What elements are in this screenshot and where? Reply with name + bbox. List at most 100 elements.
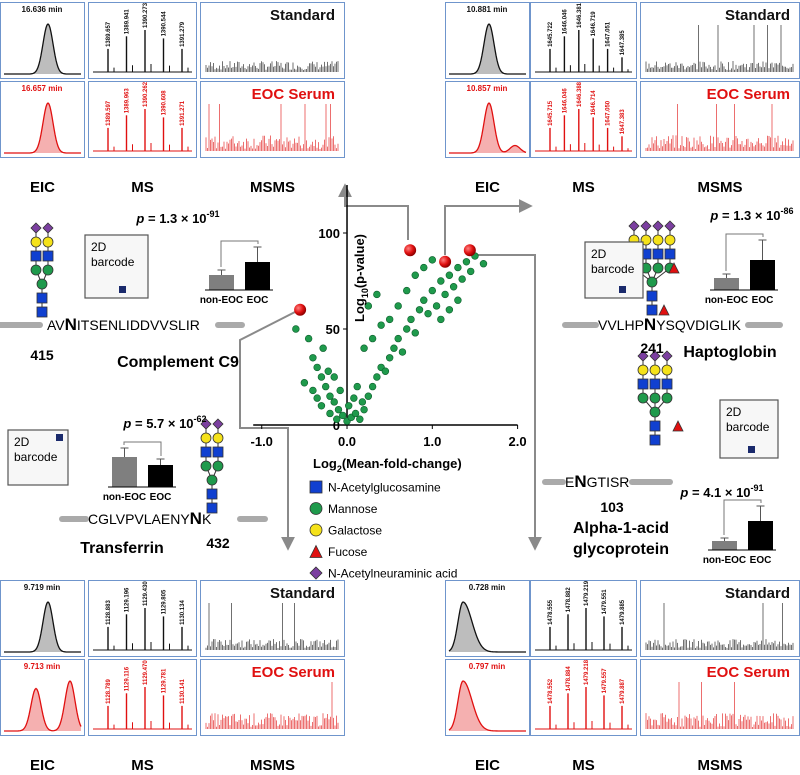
p-exponent: -86 xyxy=(781,206,794,216)
barcode-dot xyxy=(619,286,626,293)
protein-name: Complement C9 xyxy=(117,354,239,371)
glycan-circle xyxy=(637,392,649,404)
glycan-diamond xyxy=(637,350,649,362)
significance-bracket xyxy=(220,240,259,267)
point xyxy=(336,386,344,395)
bar xyxy=(714,278,739,290)
glycan-square xyxy=(652,248,664,260)
significance-bracket xyxy=(725,233,764,271)
glycan-circle xyxy=(212,460,224,472)
point xyxy=(351,409,360,418)
point xyxy=(313,363,321,372)
glycan-square xyxy=(206,488,218,500)
protein-name: Transferrin xyxy=(80,540,164,557)
label-part: 10 xyxy=(360,288,370,298)
point xyxy=(353,382,361,391)
glycan-square xyxy=(36,292,48,304)
arrow xyxy=(239,311,296,551)
point xyxy=(398,348,407,356)
p-symbol: p xyxy=(709,208,718,223)
glycan-diamond xyxy=(212,418,224,430)
glycan-square xyxy=(646,304,658,316)
panel-frame xyxy=(88,81,197,158)
eic-trace xyxy=(4,601,81,653)
panel-frame xyxy=(530,81,637,158)
point xyxy=(420,296,428,304)
point xyxy=(385,354,394,362)
bar xyxy=(748,521,773,550)
point xyxy=(313,394,321,402)
ms-peak-label: 1389.657 xyxy=(106,21,112,47)
point xyxy=(309,354,317,362)
glycan-circle xyxy=(309,502,323,515)
glycan-diamond xyxy=(640,220,652,232)
glycan-square xyxy=(649,434,661,446)
point xyxy=(381,367,390,375)
y-tick-label: 50 xyxy=(326,322,340,337)
point xyxy=(377,321,385,329)
bar-label: EOC xyxy=(752,295,774,306)
glycosite: N xyxy=(644,315,656,334)
p-exponent: -91 xyxy=(751,483,764,493)
point xyxy=(330,398,338,406)
glycosite: N xyxy=(190,509,202,528)
point xyxy=(326,409,334,418)
x-tick-label: 0.0 xyxy=(338,434,356,449)
panel-frame xyxy=(88,2,197,79)
ms-peak-label: 1647.385 xyxy=(620,30,626,56)
glycan xyxy=(30,222,54,318)
glycan-square xyxy=(661,378,673,390)
point xyxy=(345,402,353,410)
glycan-diamond xyxy=(652,220,664,232)
peptide: AVNITSENLIDDVVSLIR xyxy=(47,315,200,334)
glycan-square xyxy=(646,290,658,302)
y-axis-title: Log10(p-value) xyxy=(352,234,370,322)
point xyxy=(304,334,313,343)
p-text: = 5.7 × 10 xyxy=(131,416,193,431)
ms-peak-label: 1646.719 xyxy=(591,11,597,37)
ms-peak-label: 1130.141 xyxy=(180,679,186,704)
glycan-circle xyxy=(649,392,661,404)
p-value: p = 1.3 × 10-91 xyxy=(135,209,219,226)
panel-label: MS xyxy=(131,757,154,774)
ms-peak-label: 1479.219 xyxy=(584,580,590,606)
bar-label: EOC xyxy=(750,555,772,566)
point xyxy=(390,344,398,352)
panel-frame xyxy=(640,580,800,657)
point xyxy=(466,267,475,276)
barcode-label: 2D barcode xyxy=(591,247,635,276)
glycan-diamond xyxy=(664,220,676,232)
point xyxy=(437,315,445,324)
glycan-circle xyxy=(664,234,676,246)
significance-bracket xyxy=(723,499,762,535)
point xyxy=(373,373,381,381)
point xyxy=(334,405,343,414)
panel-frame xyxy=(88,580,197,657)
glycan-circle xyxy=(30,264,42,276)
point xyxy=(385,315,394,324)
point xyxy=(360,344,368,352)
barcode-dot xyxy=(119,286,126,293)
point xyxy=(428,256,437,264)
ms-peak-label: 1129.470 xyxy=(143,660,149,685)
point xyxy=(479,260,488,268)
ms-peak-label: 1128.789 xyxy=(106,679,112,704)
ms-peak-label: 1389.963 xyxy=(125,88,131,114)
highlight-point xyxy=(404,244,417,257)
protein-name: Haptoglobin xyxy=(683,344,776,361)
x-tick-label: -1.0 xyxy=(251,434,273,449)
glycan-diamond xyxy=(628,220,640,232)
protein-name: glycoprotein xyxy=(573,541,669,558)
glycan xyxy=(637,350,684,446)
panel-frame xyxy=(530,580,637,657)
glycan-triangle xyxy=(658,304,670,316)
ms-peak-label: 1479.887 xyxy=(620,678,626,704)
point xyxy=(411,329,419,337)
glycan xyxy=(200,418,224,514)
panel-frame xyxy=(530,659,637,736)
point xyxy=(437,277,445,285)
ms-peak-label: 1390.544 xyxy=(162,11,168,37)
ms-peak-label: 1647.051 xyxy=(606,21,612,47)
eic-trace xyxy=(449,102,527,154)
